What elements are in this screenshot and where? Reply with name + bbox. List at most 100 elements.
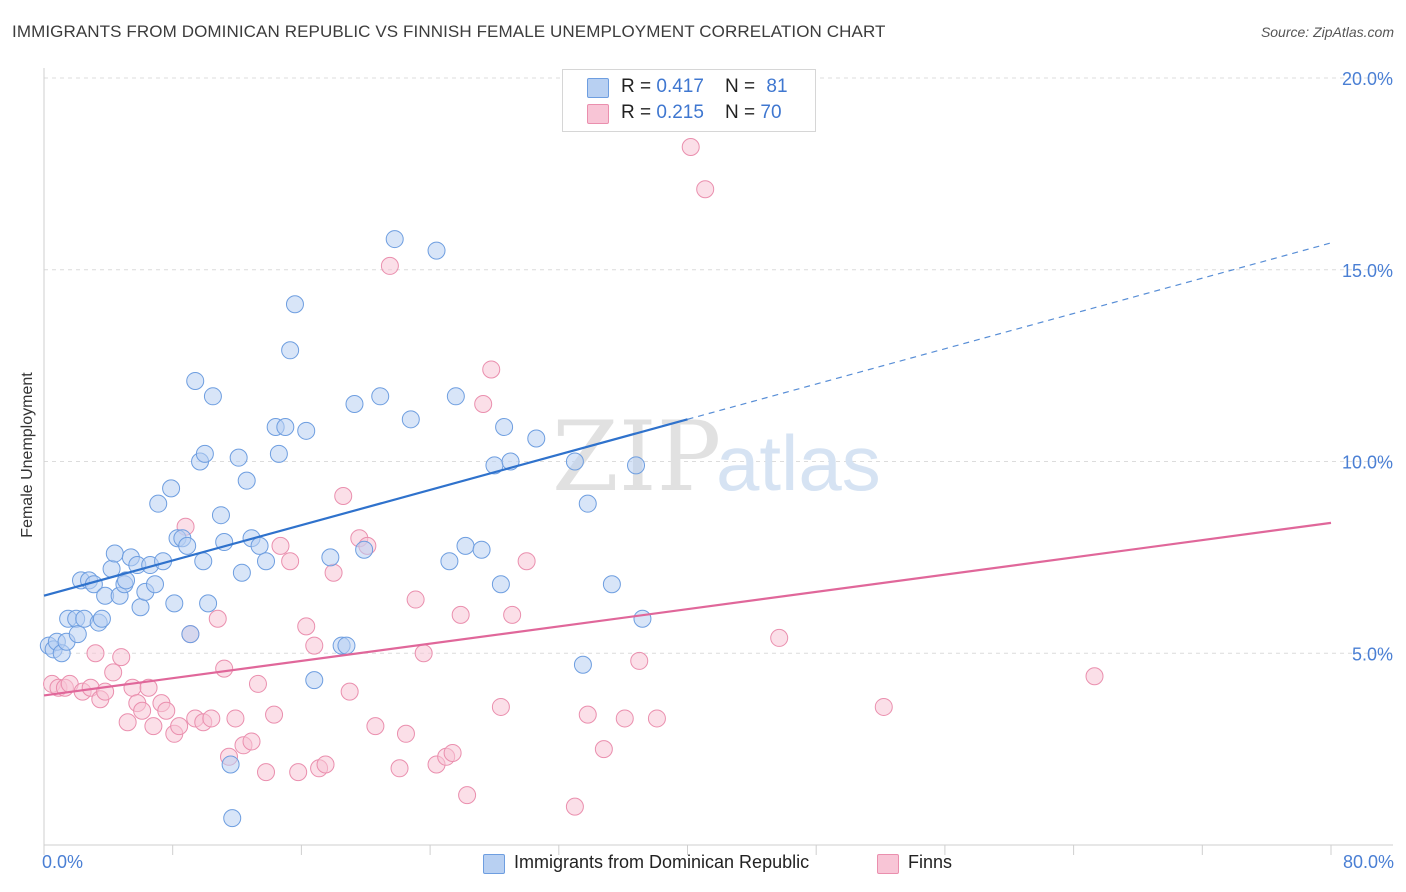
y-axis-label: Female Unemployment [19, 372, 36, 538]
dominican-point [162, 479, 181, 498]
dominican-point [446, 387, 465, 406]
bottom-legend-label: Immigrants from Dominican Republic [514, 852, 810, 872]
dominican-point [149, 494, 168, 513]
finns-point [112, 648, 131, 667]
dominican-point [371, 387, 390, 406]
legend-r-value: 0.215 [656, 102, 704, 123]
finns-point [271, 536, 290, 555]
y-tick-labels: 5.0% 10.0% 15.0% 20.0% [1342, 69, 1393, 664]
dominican-point [573, 655, 592, 674]
finns-point [578, 705, 597, 724]
finns-point [297, 617, 316, 636]
finns-point [443, 743, 462, 762]
dominican-point [237, 471, 256, 490]
finns-point [242, 732, 261, 751]
dominican-point [105, 544, 124, 563]
bottom-legend-label: Finns [908, 852, 953, 872]
legend: R = 0.417 N = 81 R = 0.215 N = 70 [562, 69, 816, 132]
dominican-point [269, 444, 288, 463]
finns-point [118, 713, 137, 732]
dominican-point [195, 444, 214, 463]
dominican-point [92, 609, 111, 628]
legend-swatch-blue [587, 78, 609, 98]
dominican-point [131, 598, 150, 617]
finns-point [248, 674, 267, 693]
dominican-point [633, 609, 652, 628]
finns-point [139, 678, 158, 697]
dominican-point [221, 755, 240, 774]
finns-point [170, 717, 189, 736]
finns-point [594, 740, 613, 759]
finns-point [257, 763, 276, 782]
dominican-point [345, 394, 364, 413]
finns-point [305, 636, 324, 655]
dominican-point [385, 230, 404, 249]
finns-point [380, 256, 399, 275]
dominican-point [232, 563, 251, 582]
finns-point [289, 763, 308, 782]
dominican-point [285, 295, 304, 314]
legend-text-finns: R = 0.215 N = 70 [621, 102, 782, 124]
finns-point [630, 651, 649, 670]
dominican-point [602, 575, 621, 594]
finns-trend-line [43, 521, 1332, 697]
finns-point [86, 644, 105, 663]
finns-point [104, 663, 123, 682]
finns-point [565, 797, 584, 816]
dominican-point [527, 429, 546, 448]
legend-r-value: 0.417 [656, 76, 704, 97]
y-tick-label: 5.0% [1352, 644, 1393, 664]
finns-point [366, 717, 385, 736]
finns-point [390, 759, 409, 778]
finns-point [316, 755, 335, 774]
dominican-points [39, 230, 652, 828]
dominican-point [250, 536, 269, 555]
finns-point [208, 609, 227, 628]
legend-text-dominican: R = 0.417 N = 81 [621, 76, 788, 98]
finns-point [202, 709, 221, 728]
finns-point [324, 563, 343, 582]
dominican-point [401, 410, 420, 429]
finns-point [334, 487, 353, 506]
y-tick-label: 15.0% [1342, 261, 1393, 281]
dominican-point [68, 625, 87, 644]
dominican-point [355, 540, 374, 559]
dominican-point [194, 552, 213, 571]
x-tick-label-min: 0.0% [42, 852, 84, 872]
finns-point [770, 628, 789, 647]
finns-points [43, 138, 1104, 816]
finns-point [474, 394, 493, 413]
dominican-point [186, 371, 205, 390]
dominican-point [456, 536, 475, 555]
dominican-point [203, 387, 222, 406]
dominican-point [495, 417, 514, 436]
legend-n-label: N = [725, 102, 761, 123]
finns-point [414, 644, 433, 663]
dominican-point [297, 421, 316, 440]
x-tick-label-max: 80.0% [1342, 852, 1394, 872]
dominican-point [146, 575, 165, 594]
bottom-legend-swatch-pink [877, 854, 899, 874]
chart-source: Source: ZipAtlas.com [1260, 24, 1394, 40]
bottom-legend-swatch-blue [483, 854, 505, 874]
dominican-point [199, 594, 218, 613]
dominican-trend-extension [687, 242, 1332, 420]
dominican-point [223, 809, 242, 828]
finns-point [503, 605, 522, 624]
dominican-point [229, 448, 248, 467]
finns-point [491, 697, 510, 716]
finns-point [406, 590, 425, 609]
finns-point [396, 724, 415, 743]
watermark-atlas: atlas [716, 419, 881, 507]
finns-point [133, 701, 152, 720]
legend-n-value: 70 [760, 102, 782, 123]
legend-n-value: 81 [766, 76, 788, 97]
finns-point [681, 138, 700, 157]
finns-point [696, 180, 715, 199]
finns-point [265, 705, 284, 724]
dominican-point [565, 452, 584, 471]
finns-point [281, 552, 300, 571]
dominican-point [427, 241, 446, 260]
finns-point [157, 701, 176, 720]
